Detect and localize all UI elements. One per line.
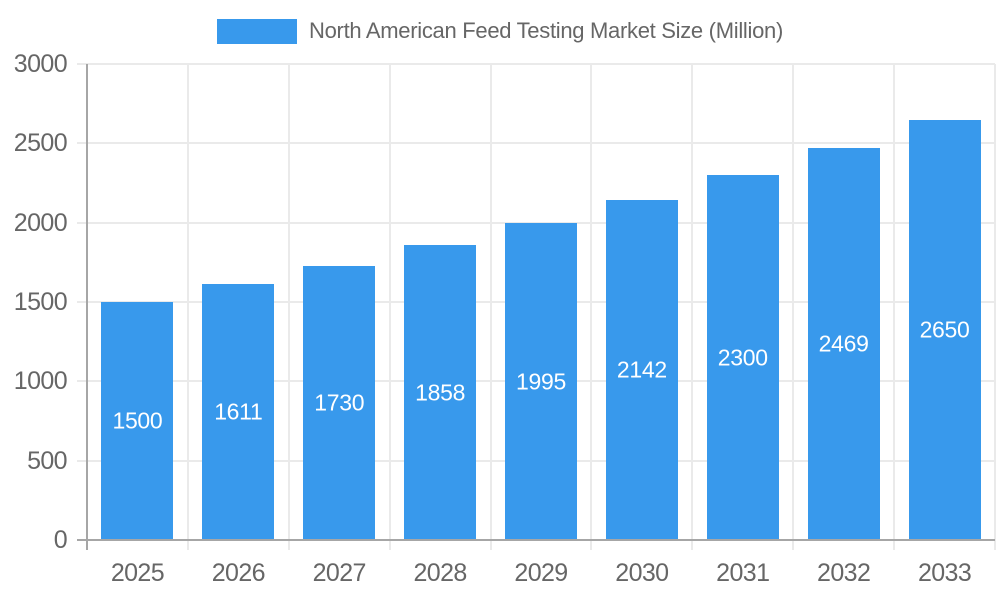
- bar-value-label: 2650: [919, 316, 970, 343]
- y-axis-tick-label: 1500: [13, 288, 68, 316]
- bar-value-label: 2300: [717, 344, 768, 371]
- x-gridline: [893, 64, 896, 550]
- x-axis-tick-label: 2026: [211, 559, 266, 587]
- bar-value-label: 2142: [616, 356, 667, 383]
- x-gridline: [691, 64, 694, 550]
- x-axis-line: [77, 539, 995, 541]
- chart-legend[interactable]: North American Feed Testing Market Size …: [0, 17, 1000, 45]
- x-gridline: [388, 64, 391, 550]
- x-gridline: [489, 64, 492, 550]
- legend-swatch-icon: [217, 18, 298, 44]
- bar-value-label: 1995: [516, 368, 566, 395]
- y-axis-tick-label: 0: [53, 526, 68, 554]
- y-gridline: [77, 142, 995, 145]
- bar[interactable]: [404, 245, 477, 540]
- x-axis-tick-label: 2031: [716, 559, 770, 587]
- x-axis-tick-label: 2025: [110, 559, 165, 587]
- y-axis-tick-label: 3000: [13, 50, 68, 78]
- x-axis-tick-label: 2029: [514, 559, 568, 587]
- bar-value-label: 2469: [818, 330, 869, 357]
- y-axis-tick-label: 500: [27, 446, 68, 475]
- bar[interactable]: [908, 119, 981, 540]
- y-axis-tick-label: 1000: [13, 367, 68, 396]
- bar-value-label: 1858: [415, 379, 466, 406]
- x-gridline: [994, 64, 996, 550]
- y-axis-tick-label: 2500: [13, 129, 68, 158]
- x-axis-tick-label: 2030: [615, 559, 669, 587]
- bar-value-label: 1500: [112, 407, 163, 434]
- y-gridline: [77, 221, 995, 224]
- x-gridline: [792, 64, 795, 550]
- x-axis-tick-label: 2032: [817, 559, 871, 587]
- x-gridline: [287, 64, 290, 550]
- bar[interactable]: [202, 284, 275, 540]
- bar[interactable]: [807, 148, 880, 540]
- bar[interactable]: [706, 175, 779, 540]
- x-gridline: [186, 64, 189, 550]
- x-axis-tick-label: 2027: [312, 559, 367, 587]
- bar[interactable]: [101, 302, 174, 540]
- bar-value-label: 1730: [314, 389, 365, 416]
- y-axis-tick-label: 2000: [13, 208, 68, 237]
- y-gridline: [77, 63, 995, 65]
- bar[interactable]: [303, 265, 376, 540]
- bar[interactable]: [505, 223, 577, 540]
- x-axis-tick-label: 2033: [917, 559, 972, 587]
- x-axis-tick-label: 2028: [413, 559, 468, 587]
- y-axis-line: [86, 64, 88, 550]
- bar[interactable]: [605, 200, 678, 540]
- legend-label: North American Feed Testing Market Size …: [309, 18, 783, 43]
- bar-value-label: 1611: [214, 398, 263, 425]
- x-gridline: [590, 64, 593, 550]
